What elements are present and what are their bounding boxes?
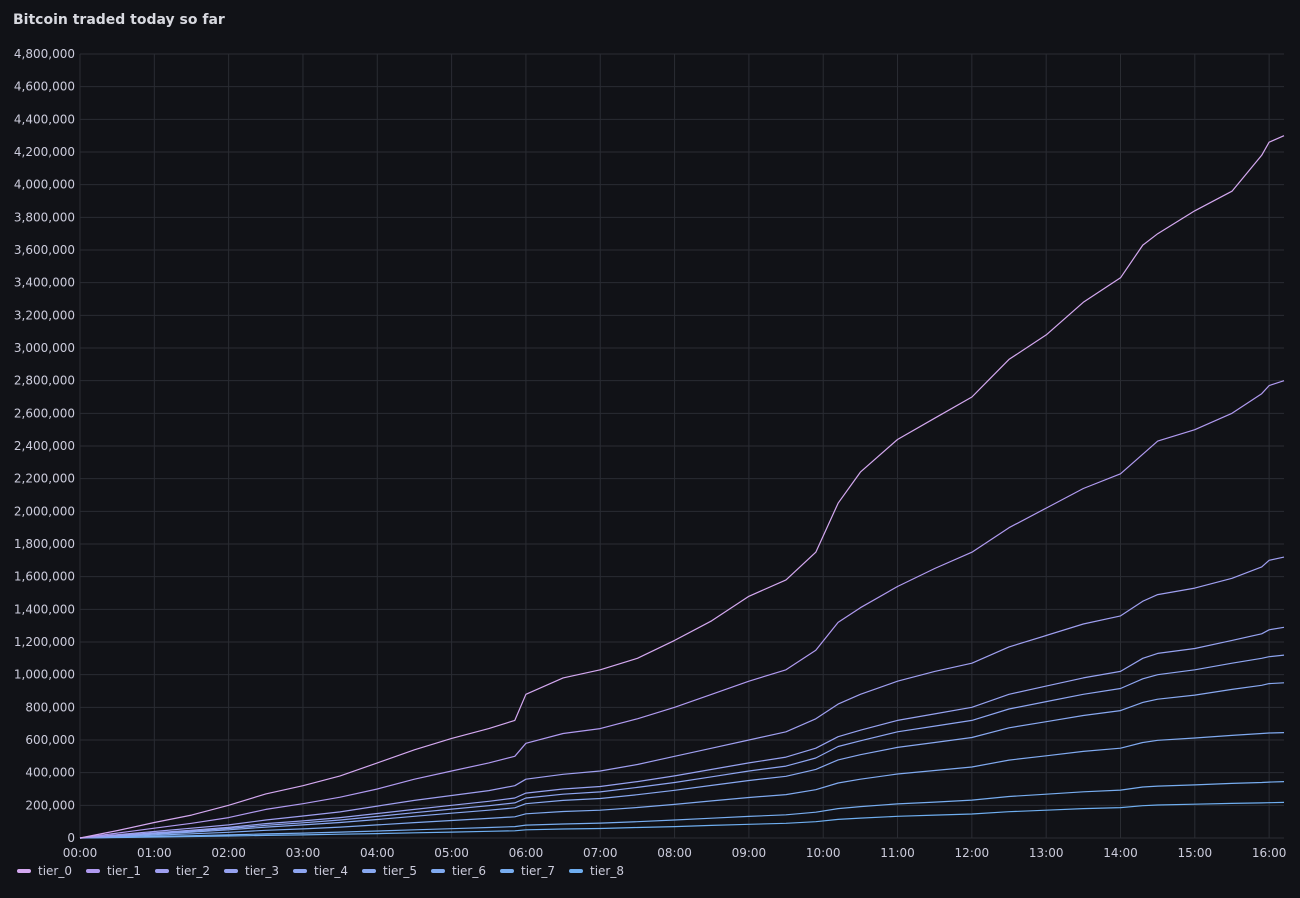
y-tick-label: 4,200,000 [14,145,75,159]
y-tick-label: 3,600,000 [14,243,75,257]
y-tick-label: 800,000 [25,700,75,714]
y-tick-label: 4,800,000 [14,47,75,61]
y-tick-label: 2,400,000 [14,439,75,453]
legend-label: tier_0 [38,864,72,878]
x-tick-label: 09:00 [732,846,767,860]
x-tick-label: 00:00 [63,846,98,860]
y-tick-label: 400,000 [25,766,75,780]
legend-swatch [362,869,376,873]
legend-swatch [155,869,169,873]
legend-item-tier_7[interactable]: tier_7 [500,864,555,878]
y-tick-label: 600,000 [25,733,75,747]
legend-label: tier_4 [314,864,348,878]
series-line-tier_3 [79,626,1285,839]
series-line-tier_1 [79,380,1285,839]
y-tick-label: 1,400,000 [14,602,75,616]
x-tick-label: 16:00 [1252,846,1287,860]
legend-label: tier_1 [107,864,141,878]
y-tick-label: 3,400,000 [14,276,75,290]
series-line-tier_5 [79,682,1285,839]
x-tick-label: 11:00 [880,846,915,860]
legend-label: tier_2 [176,864,210,878]
legend-swatch [569,869,583,873]
legend-label: tier_8 [590,864,624,878]
legend-swatch [293,869,307,873]
legend-swatch [86,869,100,873]
y-tick-label: 1,000,000 [14,668,75,682]
legend-item-tier_0[interactable]: tier_0 [17,864,72,878]
y-tick-label: 3,800,000 [14,210,75,224]
y-tick-label: 4,600,000 [14,80,75,94]
y-tick-label: 1,600,000 [14,570,75,584]
x-tick-label: 15:00 [1178,846,1213,860]
panel-title: Bitcoin traded today so far [13,12,225,28]
legend-label: tier_5 [383,864,417,878]
y-tick-label: 2,600,000 [14,406,75,420]
series-line-tier_7 [79,781,1285,839]
series-line-tier_0 [79,135,1285,839]
legend-swatch [431,869,445,873]
x-tick-label: 13:00 [1029,846,1064,860]
x-tick-label: 14:00 [1103,846,1138,860]
legend: tier_0 tier_1 tier_2 tier_3 tier_4 tier_5 tier… [17,864,624,878]
x-tick-label: 06:00 [509,846,544,860]
x-tick-label: 12:00 [955,846,990,860]
y-tick-label: 0 [67,831,75,845]
legend-label: tier_6 [452,864,486,878]
x-tick-label: 03:00 [286,846,321,860]
legend-swatch [500,869,514,873]
legend-item-tier_6[interactable]: tier_6 [431,864,486,878]
legend-label: tier_3 [245,864,279,878]
series-line-tier_8 [79,801,1285,839]
y-tick-label: 2,000,000 [14,504,75,518]
legend-item-tier_2[interactable]: tier_2 [155,864,210,878]
legend-label: tier_7 [521,864,555,878]
x-tick-label: 04:00 [360,846,395,860]
legend-swatch [224,869,238,873]
legend-item-tier_1[interactable]: tier_1 [86,864,141,878]
y-tick-label: 3,000,000 [14,341,75,355]
x-tick-label: 05:00 [434,846,469,860]
legend-item-tier_5[interactable]: tier_5 [362,864,417,878]
y-tick-label: 1,200,000 [14,635,75,649]
legend-swatch [17,869,31,873]
x-tick-label: 07:00 [583,846,618,860]
x-tick-label: 10:00 [806,846,841,860]
y-tick-label: 1,800,000 [14,537,75,551]
legend-item-tier_8[interactable]: tier_8 [569,864,624,878]
x-tick-label: 01:00 [137,846,172,860]
x-tick-label: 08:00 [657,846,692,860]
series-line-tier_2 [79,556,1285,839]
series-line-tier_6 [79,732,1285,839]
y-tick-label: 3,200,000 [14,308,75,322]
y-tick-label: 2,800,000 [14,374,75,388]
x-tick-label: 02:00 [211,846,246,860]
y-tick-label: 200,000 [25,798,75,812]
legend-item-tier_3[interactable]: tier_3 [224,864,279,878]
y-tick-label: 4,400,000 [14,112,75,126]
series-line-tier_4 [79,654,1285,839]
y-tick-label: 2,200,000 [14,472,75,486]
legend-item-tier_4[interactable]: tier_4 [293,864,348,878]
y-tick-label: 4,000,000 [14,178,75,192]
